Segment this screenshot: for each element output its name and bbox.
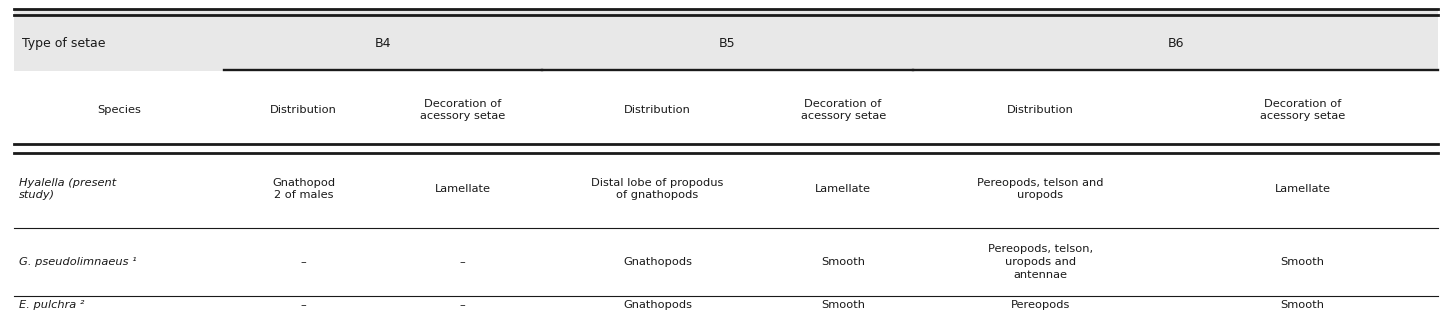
Text: Smooth: Smooth [1280,257,1325,267]
Text: –: – [301,300,306,310]
Text: Hyalella (present
study): Hyalella (present study) [19,178,116,201]
Text: Decoration of
acessory setae: Decoration of acessory setae [801,99,886,122]
Text: Decoration of
acessory setae: Decoration of acessory setae [1260,99,1345,122]
Text: Gnathopods: Gnathopods [623,257,692,267]
Text: Pereopods, telson and
uropods: Pereopods, telson and uropods [977,178,1104,201]
Text: Lamellate: Lamellate [1274,184,1331,194]
Text: Pereopods, telson,
uropods and
antennae: Pereopods, telson, uropods and antennae [988,244,1092,280]
Text: Distal lobe of propodus
of gnathopods: Distal lobe of propodus of gnathopods [591,178,724,201]
Text: Distribution: Distribution [1007,105,1074,115]
Bar [14,8,1438,71]
Text: Gnathopod
2 of males: Gnathopod 2 of males [272,178,335,201]
Text: Lamellate: Lamellate [435,184,490,194]
Text: –: – [301,257,306,267]
Text: Smooth: Smooth [821,300,866,310]
Text: B5: B5 [720,37,736,50]
Text: Species: Species [97,105,142,115]
Text: –: – [460,300,465,310]
Text: Smooth: Smooth [1280,300,1325,310]
Text: –: – [460,257,465,267]
Text: Distribution: Distribution [624,105,691,115]
Text: B4: B4 [374,37,392,50]
Text: Smooth: Smooth [821,257,866,267]
Text: Lamellate: Lamellate [815,184,871,194]
Text: Gnathopods: Gnathopods [623,300,692,310]
Text: Decoration of
acessory setae: Decoration of acessory setae [420,99,504,122]
Text: B6: B6 [1168,37,1183,50]
Text: E. pulchra ²: E. pulchra ² [19,300,84,310]
Text: G. pseudolimnaeus ¹: G. pseudolimnaeus ¹ [19,257,136,267]
Text: Distribution: Distribution [270,105,337,115]
Text: Pereopods: Pereopods [1010,300,1071,310]
Text: Type of setae: Type of setae [22,37,105,50]
